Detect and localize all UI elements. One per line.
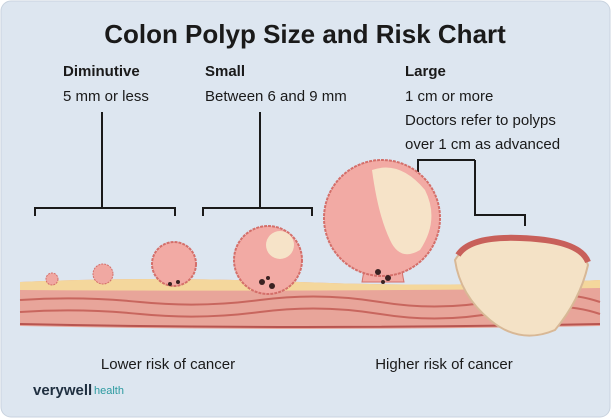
brand-sub: health	[94, 385, 124, 397]
title: Colon Polyp Size and Risk Chart	[104, 19, 506, 49]
category-name: Small	[205, 63, 245, 80]
category-name: Large	[405, 63, 446, 80]
category-description: 5 mm or less	[63, 88, 149, 105]
risk-label: Higher risk of cancer	[375, 356, 513, 373]
bracket	[34, 112, 176, 216]
category-description: Between 6 and 9 mm	[205, 88, 347, 105]
bracket	[202, 112, 313, 216]
brand-name: verywell	[33, 382, 92, 399]
category-description: over 1 cm as advanced	[405, 136, 560, 153]
polyps	[45, 159, 591, 337]
category-name: Diminutive	[63, 63, 140, 80]
category-description: Doctors refer to polyps	[405, 112, 556, 129]
bracket	[417, 159, 526, 226]
risk-label: Lower risk of cancer	[101, 356, 235, 373]
category-description: 1 cm or more	[405, 88, 493, 105]
